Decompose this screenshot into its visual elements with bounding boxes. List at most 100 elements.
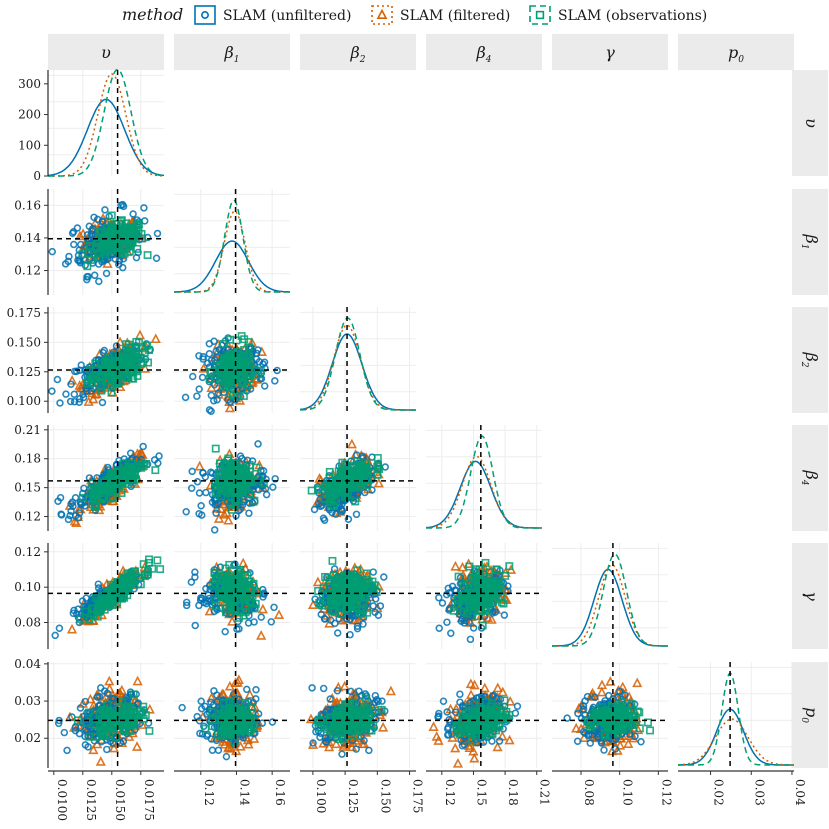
- point-triangle: [150, 333, 161, 344]
- point-circle: [140, 204, 148, 212]
- legend-item-triangle: SLAM (filtered): [371, 5, 510, 25]
- scatter-panel-4-2: [300, 543, 416, 649]
- point-circle: [207, 407, 215, 416]
- point-square: [245, 461, 254, 469]
- point-square: [95, 228, 104, 237]
- point-circle: [84, 272, 92, 281]
- point-square: [353, 457, 362, 466]
- point-square: [78, 493, 87, 502]
- point-triangle: [131, 741, 143, 751]
- point-square: [133, 244, 142, 253]
- point-circle: [352, 510, 361, 519]
- point-circle: [62, 390, 70, 398]
- point-square: [88, 500, 97, 509]
- point-square: [241, 485, 250, 494]
- point-circle: [48, 247, 57, 256]
- point-circle: [243, 456, 252, 465]
- point-circle: [112, 342, 121, 350]
- point-square: [102, 357, 111, 366]
- point-circle: [252, 349, 261, 358]
- point-circle: [202, 488, 210, 497]
- point-square: [227, 351, 236, 360]
- point-square: [325, 467, 334, 476]
- point-circle: [193, 392, 201, 400]
- scatter-panel-4-1: [174, 543, 290, 649]
- legend-key-box: [194, 5, 216, 25]
- strip-subscript: 4: [799, 479, 809, 486]
- strip-right-5: [792, 662, 828, 768]
- point-triangle: [213, 513, 225, 523]
- scatter-panel-3-0: [48, 425, 164, 531]
- point-square: [97, 386, 106, 395]
- point-circle: [316, 502, 325, 511]
- point-square: [353, 467, 362, 476]
- point-square: [232, 336, 241, 345]
- point-circle: [236, 452, 245, 460]
- point-triangle: [223, 514, 234, 525]
- point-square: [151, 466, 160, 475]
- point-circle: [65, 252, 73, 261]
- point-square: [328, 556, 337, 565]
- density-curve-triangle: [677, 718, 794, 766]
- point-circle: [210, 526, 219, 534]
- legend-title: method: [122, 5, 183, 24]
- point-square: [107, 469, 116, 477]
- scatter-panel-2-0: [48, 307, 164, 413]
- point-square: [118, 240, 127, 248]
- point-square: [117, 216, 126, 225]
- point-square: [227, 355, 236, 364]
- point-circle: [95, 277, 103, 286]
- point-square: [107, 211, 116, 220]
- point-square: [341, 491, 350, 499]
- strip-top-0: [48, 34, 164, 70]
- point-circle: [150, 456, 159, 464]
- point-circle: [369, 568, 377, 576]
- point-circle: [90, 213, 98, 222]
- point-circle: [195, 510, 203, 518]
- point-square: [139, 560, 148, 569]
- strip-right-2: [792, 307, 828, 413]
- point-triangle: [90, 388, 101, 399]
- point-square: [237, 487, 246, 496]
- point-square: [341, 460, 349, 469]
- point-triangle: [247, 376, 258, 386]
- point-triangle: [257, 603, 268, 614]
- point-circle: [447, 629, 455, 638]
- point-square: [143, 341, 152, 350]
- point-triangle: [227, 616, 238, 626]
- point-circle: [380, 573, 388, 581]
- point-circle: [337, 505, 346, 513]
- point-triangle: [219, 508, 230, 519]
- point-circle: [48, 387, 56, 395]
- point-square: [216, 484, 225, 493]
- point-square: [96, 606, 105, 615]
- strip-subscript: 0: [738, 55, 744, 65]
- point-square: [217, 370, 226, 378]
- point-square: [363, 468, 372, 477]
- density-curve-square: [426, 435, 542, 529]
- point-square: [120, 469, 128, 478]
- point-triangle: [373, 477, 384, 488]
- point-square: [314, 486, 323, 494]
- point-circle: [466, 635, 475, 644]
- point-square: [84, 249, 92, 258]
- point-square: [375, 465, 384, 474]
- point-square: [352, 475, 361, 484]
- point-triangle: [273, 609, 285, 619]
- point-square: [83, 379, 92, 388]
- strip-right-1: [792, 189, 828, 295]
- point-circle: [188, 467, 196, 476]
- point-square: [259, 479, 268, 488]
- density-curve-square: [48, 68, 165, 177]
- point-triangle: [66, 623, 78, 634]
- point-square: [153, 556, 162, 565]
- point-circle: [67, 380, 75, 389]
- strip-symbol: β: [802, 234, 821, 244]
- point-triangle: [361, 452, 372, 462]
- strip-top-label: υ: [101, 43, 111, 62]
- strip-symbol: γ: [605, 43, 615, 62]
- strip-top-2: [300, 34, 416, 70]
- point-circle: [102, 269, 111, 278]
- point-triangle: [139, 363, 151, 373]
- point-square: [237, 332, 246, 341]
